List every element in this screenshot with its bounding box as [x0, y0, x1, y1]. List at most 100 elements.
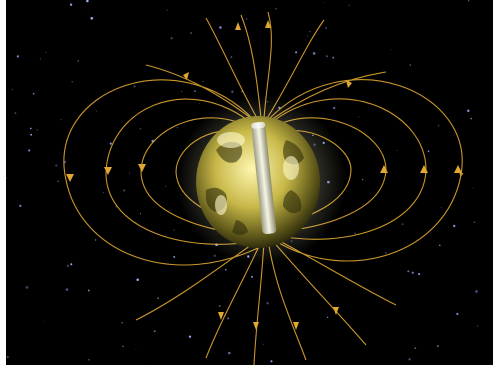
- star: [473, 221, 476, 224]
- field-arrows: [66, 20, 462, 330]
- star: [245, 18, 248, 20]
- star: [6, 176, 7, 179]
- star: [333, 106, 336, 110]
- star: [202, 80, 204, 83]
- star: [218, 305, 221, 307]
- star: [312, 52, 316, 55]
- star: [135, 348, 137, 350]
- star: [69, 3, 73, 6]
- star: [251, 275, 253, 278]
- star: [140, 213, 142, 215]
- star: [194, 90, 196, 92]
- star: [36, 129, 38, 131]
- star: [475, 290, 478, 293]
- star: [190, 32, 193, 34]
- star: [121, 321, 124, 324]
- star: [11, 88, 14, 91]
- star: [57, 180, 60, 183]
- star: [326, 316, 329, 319]
- star: [266, 301, 269, 305]
- star: [19, 204, 22, 207]
- star: [231, 90, 234, 93]
- star: [418, 273, 421, 276]
- star: [88, 358, 90, 361]
- image-frame: [6, 0, 493, 365]
- star: [173, 229, 175, 231]
- globe-highlights: [215, 132, 299, 215]
- star: [60, 119, 62, 121]
- star: [188, 335, 192, 338]
- star: [86, 0, 89, 3]
- star: [43, 321, 45, 323]
- star: [139, 127, 142, 130]
- star: [30, 133, 33, 136]
- bar-magnet: [251, 121, 277, 235]
- star: [55, 164, 58, 167]
- star: [225, 268, 227, 271]
- star: [440, 207, 442, 208]
- star: [70, 263, 73, 266]
- star: [401, 223, 404, 226]
- star: [325, 55, 328, 58]
- star: [453, 224, 456, 228]
- star: [262, 343, 264, 345]
- star: [467, 0, 470, 2]
- star: [456, 312, 459, 316]
- star: [65, 288, 69, 291]
- star: [153, 330, 156, 333]
- star: [275, 8, 277, 10]
- star: [407, 270, 410, 273]
- star: [414, 347, 417, 350]
- star: [77, 60, 79, 62]
- star: [325, 27, 328, 29]
- star: [227, 317, 230, 320]
- star: [309, 30, 311, 33]
- star: [411, 271, 414, 274]
- star: [90, 16, 94, 20]
- star: [66, 264, 70, 268]
- star: [476, 325, 479, 327]
- star: [25, 286, 29, 289]
- star: [439, 244, 441, 247]
- star: [396, 149, 398, 151]
- star: [437, 125, 440, 127]
- star: [28, 149, 31, 152]
- star: [409, 64, 412, 66]
- star: [332, 56, 335, 59]
- star: [96, 110, 98, 112]
- star: [408, 358, 411, 361]
- star: [133, 85, 136, 88]
- star: [166, 9, 168, 11]
- field-lines: [63, 11, 464, 365]
- star: [87, 289, 90, 292]
- star: [385, 252, 387, 254]
- star: [102, 191, 105, 194]
- star: [390, 49, 392, 51]
- star: [176, 127, 178, 129]
- star: [6, 356, 9, 359]
- star: [348, 4, 350, 6]
- star: [358, 116, 360, 118]
- star: [136, 278, 139, 282]
- star: [148, 364, 150, 365]
- star: [30, 127, 32, 130]
- star: [472, 187, 474, 189]
- star: [165, 185, 167, 187]
- star: [16, 55, 20, 58]
- star: [45, 51, 47, 54]
- star: [94, 239, 97, 241]
- star: [180, 90, 183, 93]
- star: [109, 142, 112, 145]
- star: [230, 56, 233, 58]
- star: [122, 345, 124, 347]
- star: [14, 112, 17, 115]
- star: [228, 351, 231, 355]
- star: [324, 2, 326, 4]
- magnetic-field-scene: [6, 0, 479, 365]
- star: [427, 150, 430, 152]
- star: [295, 51, 298, 54]
- star: [39, 58, 41, 60]
- field-line: [105, 98, 265, 245]
- star: [157, 297, 159, 300]
- star: [354, 232, 356, 234]
